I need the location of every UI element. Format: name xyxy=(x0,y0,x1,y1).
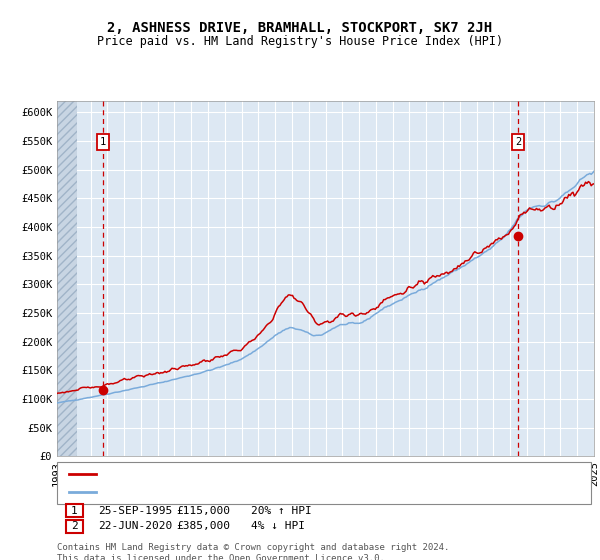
Text: 2: 2 xyxy=(71,521,78,531)
Text: Price paid vs. HM Land Registry's House Price Index (HPI): Price paid vs. HM Land Registry's House … xyxy=(97,35,503,48)
Text: 20% ↑ HPI: 20% ↑ HPI xyxy=(251,506,311,516)
Text: 2, ASHNESS DRIVE, BRAMHALL, STOCKPORT, SK7 2JH (detached house): 2, ASHNESS DRIVE, BRAMHALL, STOCKPORT, S… xyxy=(102,469,496,479)
Bar xyxy=(57,101,77,456)
Text: 1: 1 xyxy=(71,506,78,516)
Text: 22-JUN-2020: 22-JUN-2020 xyxy=(98,521,172,531)
Text: 2: 2 xyxy=(515,137,521,147)
Text: £115,000: £115,000 xyxy=(176,506,230,516)
Text: 25-SEP-1995: 25-SEP-1995 xyxy=(98,506,172,516)
Text: 1: 1 xyxy=(100,137,106,147)
Text: Contains HM Land Registry data © Crown copyright and database right 2024.
This d: Contains HM Land Registry data © Crown c… xyxy=(57,543,449,560)
Text: 4% ↓ HPI: 4% ↓ HPI xyxy=(251,521,305,531)
Text: HPI: Average price, detached house, Stockport: HPI: Average price, detached house, Stoc… xyxy=(102,487,383,497)
Text: £385,000: £385,000 xyxy=(176,521,230,531)
Text: 2, ASHNESS DRIVE, BRAMHALL, STOCKPORT, SK7 2JH: 2, ASHNESS DRIVE, BRAMHALL, STOCKPORT, S… xyxy=(107,21,493,35)
